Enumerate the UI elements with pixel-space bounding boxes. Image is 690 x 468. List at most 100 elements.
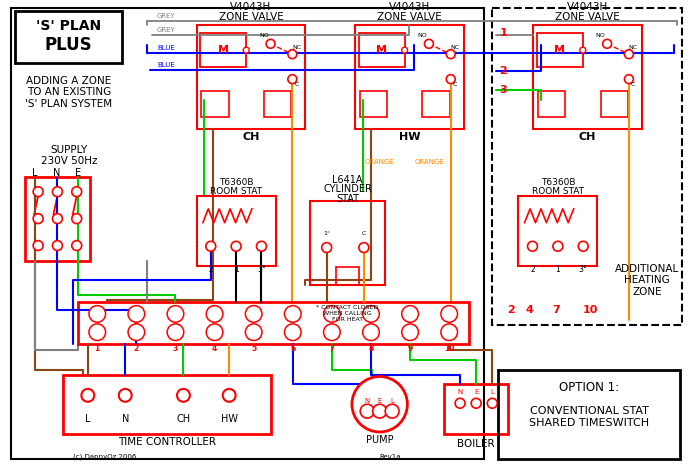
- Bar: [197, 25, 306, 129]
- Text: 10: 10: [583, 305, 598, 315]
- Text: 2: 2: [500, 66, 507, 76]
- Bar: [537, 33, 583, 67]
- Circle shape: [284, 306, 301, 322]
- Text: 1°: 1°: [323, 231, 331, 236]
- Text: 10: 10: [444, 344, 455, 353]
- Circle shape: [602, 39, 611, 48]
- Text: ADDING A ZONE: ADDING A ZONE: [26, 75, 111, 86]
- Text: T6360B: T6360B: [219, 178, 253, 187]
- Text: NC: NC: [292, 45, 302, 51]
- Text: GREY: GREY: [157, 13, 176, 19]
- Circle shape: [288, 75, 297, 84]
- Text: BOILER: BOILER: [457, 439, 495, 449]
- Text: V4043H: V4043H: [230, 2, 272, 12]
- Circle shape: [89, 306, 106, 322]
- Circle shape: [128, 306, 145, 322]
- Text: ROOM STAT: ROOM STAT: [210, 187, 262, 196]
- Text: ORANGE: ORANGE: [365, 159, 395, 165]
- Circle shape: [359, 242, 368, 253]
- Text: CH: CH: [579, 132, 596, 142]
- Circle shape: [52, 214, 62, 224]
- Circle shape: [33, 241, 43, 250]
- Text: 4: 4: [525, 305, 533, 315]
- Circle shape: [528, 241, 538, 251]
- Circle shape: [402, 306, 418, 322]
- Text: 2: 2: [208, 265, 213, 274]
- Circle shape: [324, 306, 340, 322]
- Text: 2: 2: [530, 265, 535, 274]
- Text: E: E: [377, 398, 382, 404]
- Text: L: L: [491, 389, 494, 395]
- Text: 1: 1: [500, 28, 507, 38]
- Circle shape: [33, 187, 43, 197]
- Text: 6: 6: [290, 344, 295, 353]
- Text: E: E: [474, 389, 478, 395]
- Circle shape: [89, 324, 106, 341]
- Circle shape: [553, 241, 563, 251]
- Circle shape: [119, 389, 132, 402]
- Text: 9: 9: [408, 344, 413, 353]
- Text: 3: 3: [172, 344, 178, 353]
- Bar: [11, 8, 484, 459]
- Text: NC: NC: [629, 45, 638, 51]
- Circle shape: [223, 389, 235, 402]
- Circle shape: [402, 324, 418, 341]
- Text: 4: 4: [212, 344, 217, 353]
- Bar: [538, 91, 565, 117]
- Circle shape: [352, 377, 407, 432]
- Circle shape: [72, 214, 81, 224]
- Text: M: M: [218, 45, 229, 55]
- Bar: [355, 25, 464, 129]
- Bar: [359, 33, 404, 67]
- Text: ZONE VALVE: ZONE VALVE: [219, 12, 284, 22]
- Text: SUPPLY: SUPPLY: [50, 145, 88, 155]
- Text: ROOM STAT: ROOM STAT: [532, 187, 584, 196]
- Text: ZONE VALVE: ZONE VALVE: [377, 12, 442, 22]
- Text: C: C: [631, 82, 635, 87]
- Text: GREY: GREY: [157, 27, 176, 33]
- Text: * CONTACT CLOSED
WHEN CALLING
FOR HEAT: * CONTACT CLOSED WHEN CALLING FOR HEAT: [316, 305, 379, 322]
- Text: 'S' PLAN: 'S' PLAN: [37, 19, 101, 33]
- Circle shape: [72, 241, 81, 250]
- Circle shape: [167, 324, 184, 341]
- Text: V4043H: V4043H: [567, 2, 608, 12]
- Bar: [26, 176, 90, 261]
- Bar: [491, 8, 682, 325]
- Text: NO: NO: [259, 33, 269, 38]
- Text: PLUS: PLUS: [45, 36, 92, 54]
- Bar: [310, 201, 384, 285]
- Circle shape: [206, 241, 216, 251]
- Text: C: C: [453, 82, 457, 87]
- Circle shape: [72, 187, 81, 197]
- Bar: [264, 91, 291, 117]
- Text: STAT: STAT: [336, 194, 359, 205]
- Text: C: C: [295, 82, 299, 87]
- Bar: [533, 25, 642, 129]
- Text: Rev1a: Rev1a: [380, 453, 401, 460]
- Bar: [63, 374, 270, 434]
- Text: 7: 7: [329, 344, 335, 353]
- Text: N: N: [121, 414, 129, 424]
- Text: V4043H: V4043H: [388, 2, 430, 12]
- Circle shape: [246, 306, 262, 322]
- Text: BLUE: BLUE: [157, 62, 175, 68]
- Circle shape: [373, 404, 386, 418]
- Circle shape: [360, 404, 374, 418]
- Circle shape: [363, 324, 380, 341]
- Text: T6360B: T6360B: [540, 178, 575, 187]
- Text: M: M: [376, 45, 387, 55]
- Circle shape: [580, 47, 586, 53]
- Bar: [360, 91, 387, 117]
- Text: 8: 8: [368, 344, 374, 353]
- Text: PUMP: PUMP: [366, 435, 393, 445]
- Text: 1: 1: [95, 344, 100, 353]
- Text: HW: HW: [221, 414, 237, 424]
- Text: 2: 2: [507, 305, 515, 315]
- Text: HW: HW: [399, 132, 420, 142]
- Text: L: L: [85, 414, 90, 424]
- Circle shape: [402, 47, 408, 53]
- Circle shape: [624, 75, 633, 84]
- Text: L641A: L641A: [332, 175, 363, 184]
- Text: TIME CONTROLLER: TIME CONTROLLER: [118, 437, 216, 447]
- Text: CH: CH: [242, 132, 259, 142]
